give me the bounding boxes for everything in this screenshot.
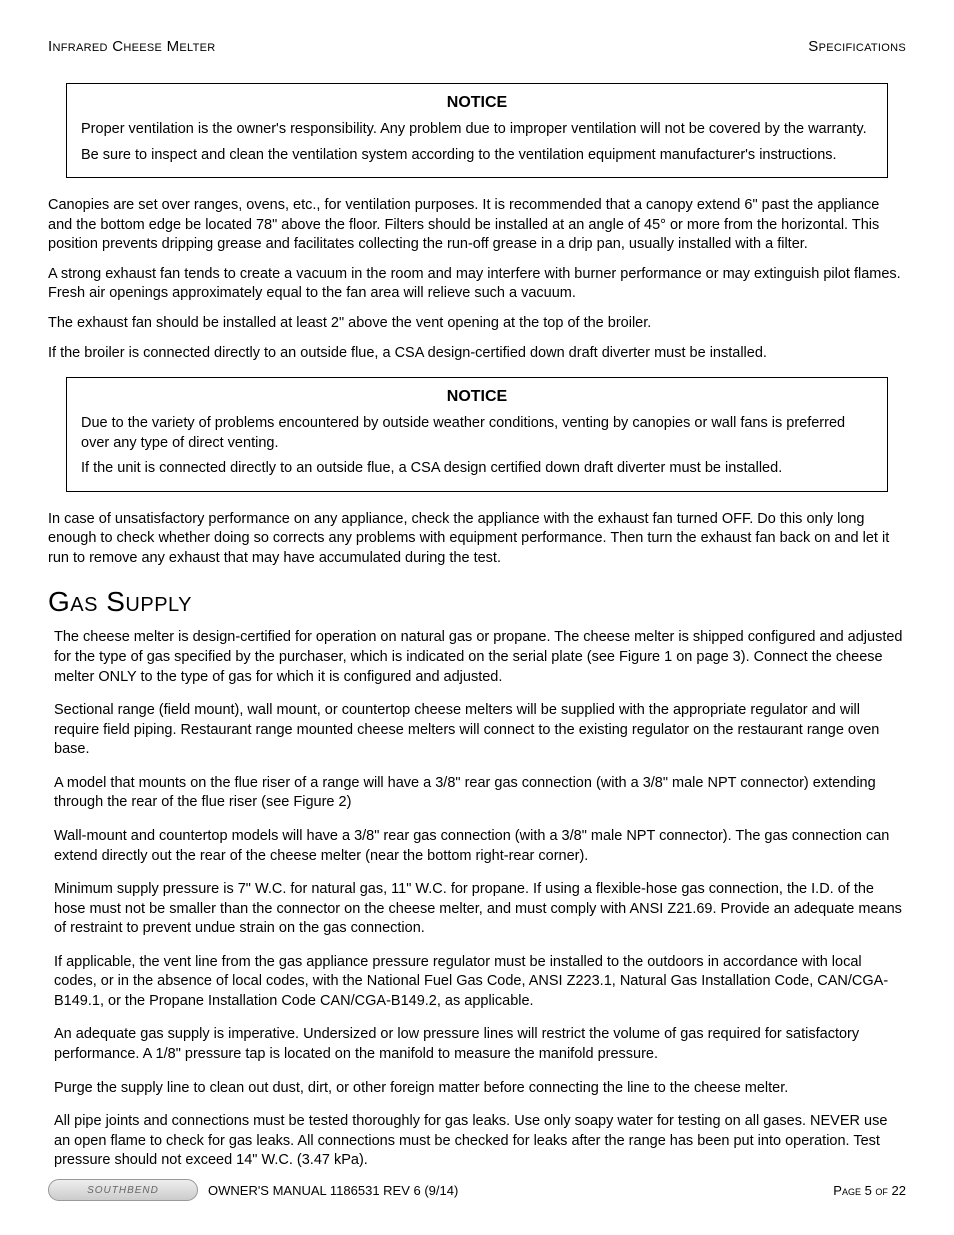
body-paragraph: Wall-mount and countertop models will ha… <box>54 827 906 866</box>
body-paragraph: The cheese melter is design-certified fo… <box>54 628 906 687</box>
body-paragraph: Canopies are set over ranges, ovens, etc… <box>48 196 906 255</box>
notice-text: Proper ventilation is the owner's respon… <box>81 120 873 140</box>
body-paragraph: If the broiler is connected directly to … <box>48 344 906 364</box>
body-paragraph: Purge the supply line to clean out dust,… <box>54 1079 906 1099</box>
manual-id: OWNER'S MANUAL 1186531 REV 6 (9/14) <box>208 1183 458 1198</box>
notice-box-2: NOTICE Due to the variety of problems en… <box>66 377 888 492</box>
body-paragraph: A model that mounts on the flue riser of… <box>54 774 906 813</box>
body-paragraph: An adequate gas supply is imperative. Un… <box>54 1025 906 1064</box>
notice-text: If the unit is connected directly to an … <box>81 459 873 479</box>
notice-text: Be sure to inspect and clean the ventila… <box>81 146 873 166</box>
notice-title: NOTICE <box>81 94 873 112</box>
notice-text: Due to the variety of problems encounter… <box>81 414 873 453</box>
body-paragraph: All pipe joints and connections must be … <box>54 1112 906 1171</box>
notice-box-1: NOTICE Proper ventilation is the owner's… <box>66 83 888 178</box>
body-paragraph: In case of unsatisfactory performance on… <box>48 510 906 569</box>
body-paragraph: Minimum supply pressure is 7" W.C. for n… <box>54 880 906 939</box>
header-right: Specifications <box>808 38 906 55</box>
body-paragraph: If applicable, the vent line from the ga… <box>54 953 906 1012</box>
body-paragraph: The exhaust fan should be installed at l… <box>48 314 906 334</box>
page-number: Page 5 of 22 <box>833 1183 906 1198</box>
notice-title: NOTICE <box>81 388 873 406</box>
southbend-logo: SOUTHBEND <box>48 1179 198 1201</box>
body-paragraph: Sectional range (field mount), wall moun… <box>54 701 906 760</box>
section-heading-gas-supply: Gas Supply <box>48 586 906 618</box>
body-paragraph: A strong exhaust fan tends to create a v… <box>48 265 906 304</box>
gas-supply-section: The cheese melter is design-certified fo… <box>48 628 906 1170</box>
footer-left: SOUTHBEND OWNER'S MANUAL 1186531 REV 6 (… <box>48 1179 458 1201</box>
header-left: Infrared Cheese Melter <box>48 38 216 55</box>
page-footer: SOUTHBEND OWNER'S MANUAL 1186531 REV 6 (… <box>48 1179 906 1201</box>
page-header: Infrared Cheese Melter Specifications <box>48 38 906 55</box>
